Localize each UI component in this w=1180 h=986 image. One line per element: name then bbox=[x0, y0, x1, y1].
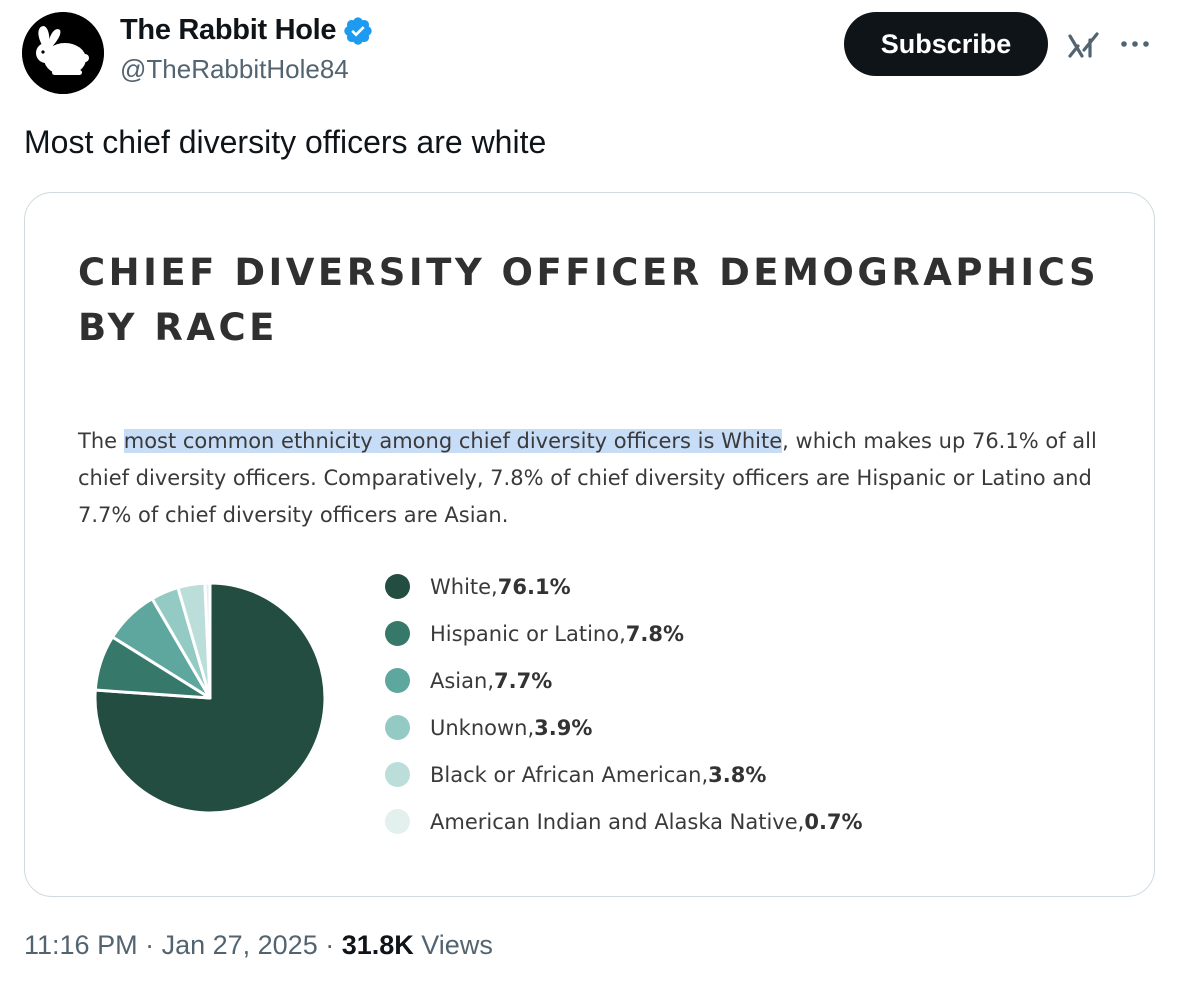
desc-rest: , which makes up 76.1% of all chief dive… bbox=[78, 429, 1097, 527]
tweet-time[interactable]: 11:16 PM bbox=[24, 930, 138, 960]
pie-slice-white bbox=[93, 581, 327, 815]
legend-label: Unknown, bbox=[430, 715, 535, 740]
legend-dot bbox=[385, 809, 410, 834]
rabbit-logo bbox=[22, 12, 104, 94]
desc-prefix: The bbox=[78, 429, 124, 453]
legend-dot bbox=[385, 715, 410, 740]
legend-item: Unknown, 3.9% bbox=[385, 704, 863, 751]
views-label: Views bbox=[413, 930, 493, 960]
legend-dot bbox=[385, 621, 410, 646]
legend-value: 3.8% bbox=[708, 762, 767, 787]
avatar[interactable] bbox=[22, 12, 104, 94]
legend-label: American Indian and Alaska Native, bbox=[430, 809, 805, 834]
desc-highlight: most common ethnicity among chief divers… bbox=[123, 429, 783, 453]
legend-item: American Indian and Alaska Native, 0.7% bbox=[385, 798, 863, 845]
legend-dot bbox=[385, 762, 410, 787]
subscribe-button[interactable]: Subscribe bbox=[844, 12, 1048, 76]
tweet-date[interactable]: Jan 27, 2025 bbox=[161, 930, 318, 960]
pie-slice-american-indian-and-alaska-native bbox=[203, 581, 212, 700]
legend-value: 0.7% bbox=[804, 809, 863, 834]
legend-label: Black or African American, bbox=[430, 762, 709, 787]
author-name[interactable]: The Rabbit Hole bbox=[120, 14, 337, 46]
meta-separator: · bbox=[317, 930, 342, 960]
meta-separator: · bbox=[137, 930, 162, 960]
more-icon[interactable] bbox=[1116, 26, 1154, 62]
media-card[interactable]: CHIEF DIVERSITY OFFICER DEMOGRAPHICS BY … bbox=[24, 192, 1155, 897]
tweet-text: Most chief diversity officers are white bbox=[24, 124, 547, 160]
legend-item: Black or African American, 3.8% bbox=[385, 751, 863, 798]
chart-title: CHIEF DIVERSITY OFFICER DEMOGRAPHICS BY … bbox=[78, 251, 1100, 349]
chart-legend: White, 76.1% Hispanic or Latino, 7.8% Asia… bbox=[385, 563, 863, 845]
legend-label: White, bbox=[430, 574, 498, 599]
legend-item: Asian, 7.7% bbox=[385, 657, 863, 704]
author-handle[interactable]: @TheRabbitHole84 bbox=[120, 54, 349, 84]
verified-badge-icon bbox=[342, 15, 374, 47]
legend-value: 7.7% bbox=[494, 668, 553, 693]
legend-value: 3.9% bbox=[534, 715, 593, 740]
legend-value: 76.1% bbox=[497, 574, 571, 599]
views-count: 31.8K bbox=[341, 930, 414, 960]
tweet-meta: 11:16 PM · Jan 27, 2025 · 31.8K Views bbox=[24, 930, 493, 961]
chart-description: The most common ethnicity among chief di… bbox=[78, 423, 1108, 534]
legend-dot bbox=[385, 574, 410, 599]
legend-value: 7.8% bbox=[625, 621, 685, 646]
legend-item: White, 76.1% bbox=[385, 563, 863, 610]
legend-item: Hispanic or Latino, 7.8% bbox=[385, 610, 863, 657]
pie-chart bbox=[93, 581, 327, 815]
author-name-row[interactable]: The Rabbit Hole bbox=[120, 14, 374, 47]
legend-label: Hispanic or Latino, bbox=[430, 621, 626, 646]
legend-dot bbox=[385, 668, 410, 693]
legend-label: Asian, bbox=[430, 668, 494, 693]
grok-icon[interactable] bbox=[1066, 26, 1102, 62]
